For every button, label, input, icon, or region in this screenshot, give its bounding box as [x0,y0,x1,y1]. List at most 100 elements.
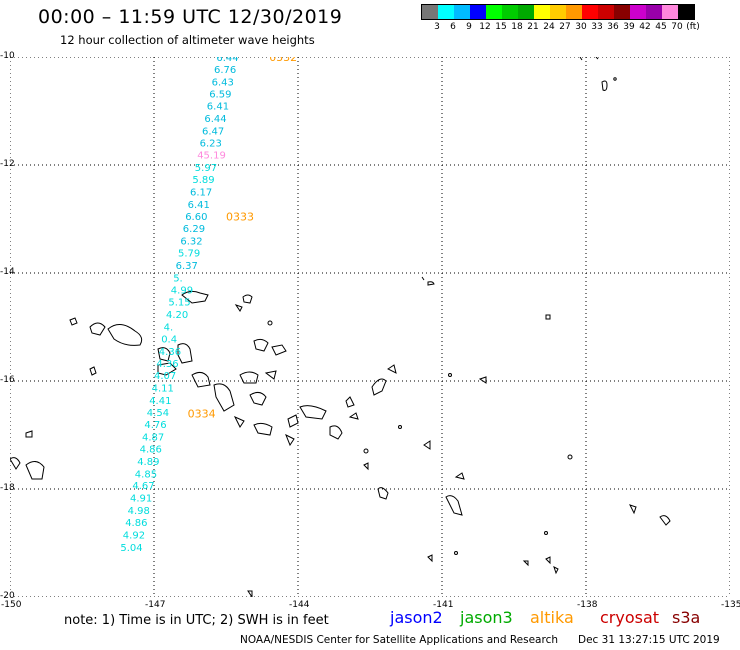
island-outline [213,383,235,412]
wave-height-value: 6.43 [212,77,234,88]
island-outline [553,566,559,575]
pass-time-label: 0333 [226,210,254,223]
wave-height-value: 6.17 [190,187,212,198]
color-tick-label: 42 [639,22,651,32]
chart-subtitle: 12 hour collection of altimeter wave hei… [60,33,315,47]
island-outline [659,515,671,526]
wave-height-map[interactable]: 6.446.766.436.596.416.446.476.2345.195.9… [10,57,730,597]
wave-height-value: 4.92 [123,530,145,541]
island-outline [371,378,387,396]
color-tick-label: 39 [623,22,635,32]
wave-height-value: 4.86 [140,445,162,456]
legend-s3a: s3a [672,608,701,627]
island-outline [249,391,267,406]
island-outline [264,370,277,380]
legend-cryosat: cryosat [600,608,660,627]
wave-height-value: 6.60 [185,212,207,223]
color-tick-label: (ft) [686,22,700,32]
island-outline [478,376,487,384]
longitude-tick-label: -135 [721,600,740,610]
generated-timestamp: Dec 31 13:27:15 UTC 2019 [578,634,720,646]
wave-height-value: 5.15 [168,298,190,309]
island-outline [157,347,171,362]
color-swatch [566,5,582,19]
wave-height-value: 6.44 [216,57,238,64]
island-outline [423,440,431,450]
color-swatch [678,5,694,19]
island-outline [544,531,548,535]
island-outline [157,362,177,376]
island-outline [25,461,45,480]
wave-height-value: 0.4 [161,334,177,345]
color-swatch [614,5,630,19]
island-outline [89,366,97,376]
color-swatch [582,5,598,19]
wave-height-value: 5.97 [195,163,217,174]
wave-height-value: 45.19 [197,151,226,162]
wave-height-value: 4.11 [152,383,174,394]
wave-height-value: 6.37 [176,261,198,272]
island-outline [522,560,529,567]
wave-height-value: 5.89 [192,175,214,186]
wave-height-value: 5. [173,273,183,284]
color-swatch [518,5,534,19]
island-outline [545,556,551,565]
color-tick-label: 15 [495,22,507,32]
color-swatch [646,5,662,19]
island-outline [247,590,253,597]
wave-height-value: 6.29 [183,224,205,235]
chart-title: 00:00 – 11:59 UTC 12/30/2019 [38,6,343,28]
island-outline [287,414,299,428]
color-tick-label: 24 [543,22,555,32]
island-outline [427,554,433,563]
color-swatch [550,5,566,19]
island-outline [285,433,295,447]
island-outline [234,304,243,312]
credit-line: NOAA/NESDIS Center for Satellite Applica… [240,634,558,646]
color-swatch [598,5,614,19]
color-tick-label: 27 [559,22,571,32]
island-outline [387,364,397,374]
longitude-tick-label: -141 [433,600,454,610]
island-outline [239,371,259,384]
wave-height-value: 4.98 [128,506,150,517]
color-tick-label: 18 [511,22,523,32]
island-outline [567,454,573,460]
island-outline [271,344,287,356]
color-swatch [486,5,502,19]
longitude-tick-label: -150 [1,600,22,610]
island-outline [107,324,143,346]
island-outline [613,77,617,81]
latitude-tick-label: -18 [0,483,15,493]
color-swatch [502,5,518,19]
wave-height-value: 4.87 [142,433,164,444]
wave-height-value: 4.41 [149,396,171,407]
island-outline [242,294,253,304]
pass-time-label: 0334 [188,407,216,420]
wave-height-value: 6.41 [188,200,210,211]
island-outline [545,314,551,320]
wave-height-value: 4.91 [130,494,152,505]
island-outline [454,472,465,480]
color-swatch [662,5,678,19]
color-tick-label: 3 [434,22,440,32]
wave-height-value: 6.47 [202,126,224,137]
island-outline [267,320,273,326]
color-swatch [422,5,438,19]
island-outline [233,415,245,428]
legend-altika: altika [530,608,574,627]
wave-height-values: 6.446.766.436.596.416.446.476.2345.195.9… [120,57,238,554]
wave-height-value: 4.36 [156,359,178,370]
island-outline [398,425,402,429]
island-outline [363,448,369,454]
wave-height-value: 6.32 [180,237,202,248]
wave-height-value: 4.67 [132,481,154,492]
wave-height-value: 4.54 [147,408,169,419]
island-outline [579,57,599,61]
longitude-tick-label: -147 [145,600,166,610]
color-tick-label: 33 [591,22,603,32]
island-outline [363,462,369,471]
color-scale-ticks: 3 6 9 12 15 18 21 24 27 30 33 36 39 42 45 70 (ft) [421,20,700,32]
island-outline [177,343,193,364]
island-outline [69,317,78,326]
